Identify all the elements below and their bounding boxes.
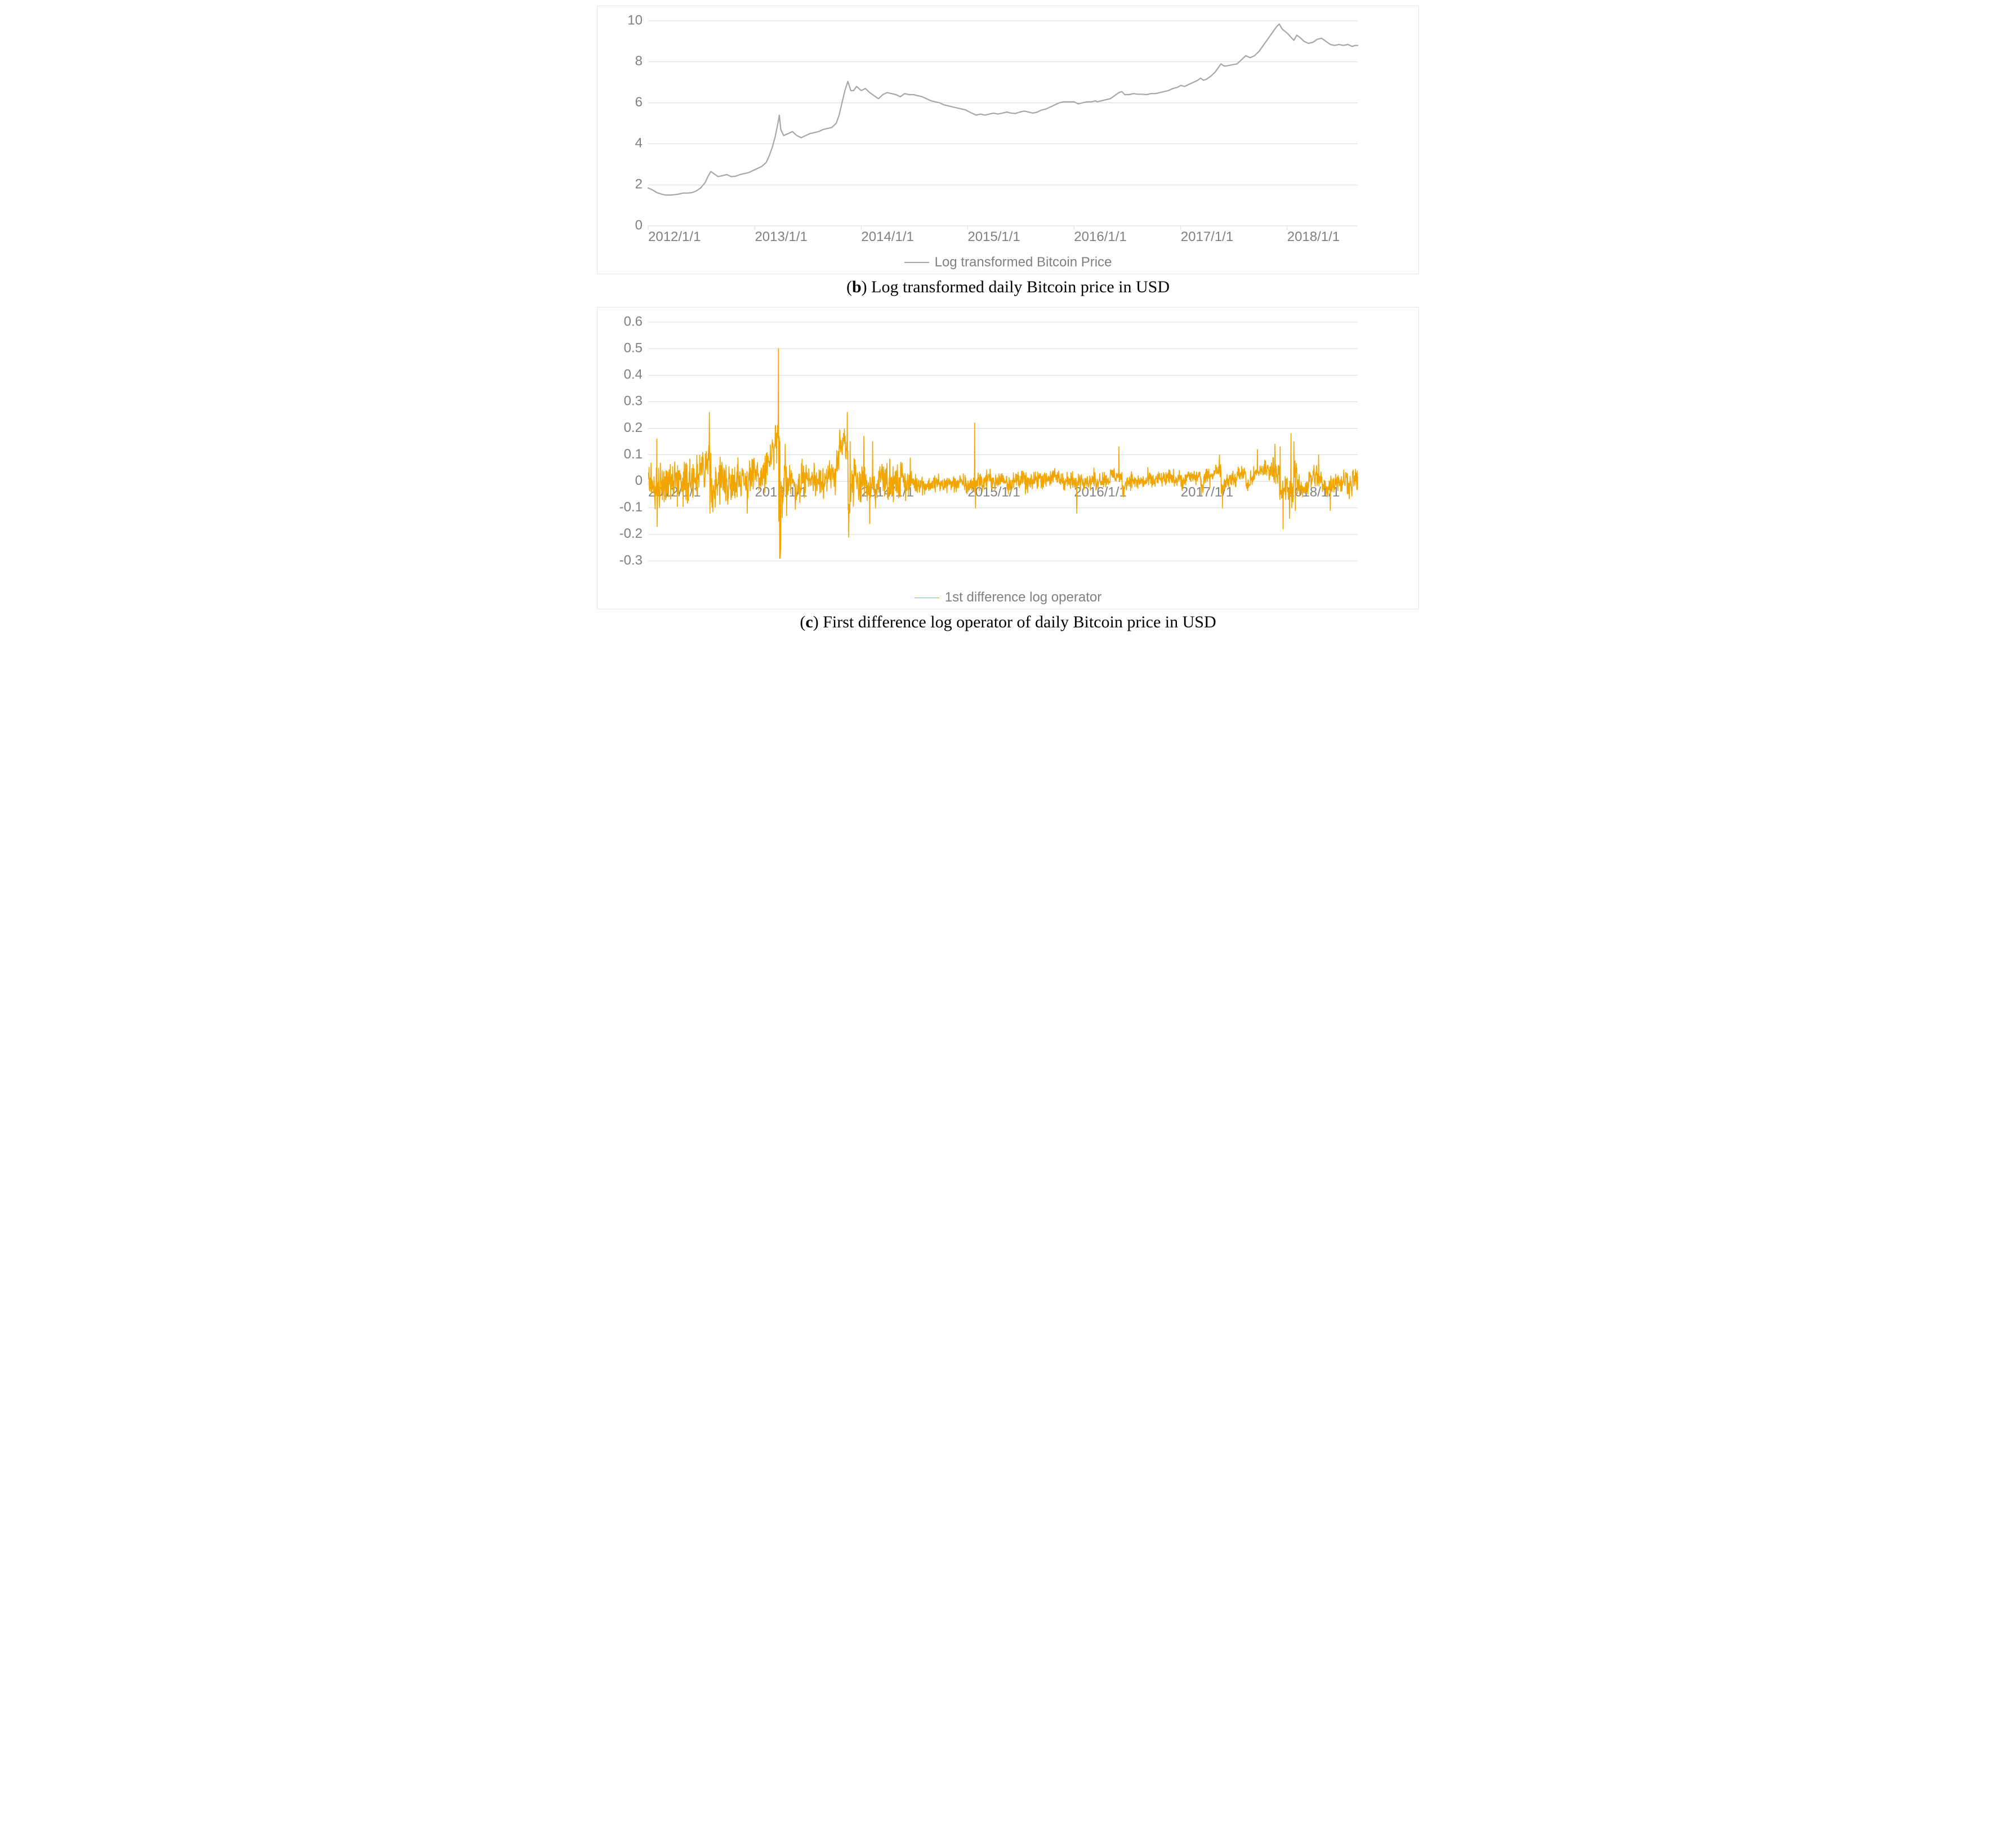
svg-text:2013/1/1: 2013/1/1 [755, 229, 807, 244]
svg-text:-0.3: -0.3 [619, 552, 643, 568]
svg-text:-0.1: -0.1 [619, 500, 643, 515]
svg-text:0.4: 0.4 [624, 367, 643, 382]
svg-text:2016/1/1: 2016/1/1 [1074, 229, 1126, 244]
svg-text:-0.2: -0.2 [619, 526, 643, 541]
svg-text:2016/1/1: 2016/1/1 [1074, 484, 1126, 500]
svg-text:0.3: 0.3 [624, 394, 643, 409]
svg-text:2015/1/1: 2015/1/1 [967, 229, 1020, 244]
svg-text:0: 0 [635, 473, 643, 488]
svg-text:0.5: 0.5 [624, 340, 643, 355]
svg-text:2012/1/1: 2012/1/1 [648, 229, 701, 244]
caption-b-prefix: b [852, 278, 862, 296]
caption-b: (b) Log transformed daily Bitcoin price … [597, 278, 1419, 297]
caption-c-prefix: c [805, 613, 813, 631]
chart-diff-log-svg: -0.3-0.2-0.100.10.20.30.40.50.62012/1/12… [603, 313, 1369, 583]
chart-log-price: 0 2 4 6 8 10 2012/1/1 2013/1/1 2014/1/1 2015/1/1 2… [597, 6, 1419, 274]
caption-c: (c) First difference log operator of dai… [597, 613, 1419, 632]
chart-diff-log-legend: 1st difference log operator [603, 590, 1413, 605]
svg-text:0.1: 0.1 [624, 447, 643, 462]
svg-text:2014/1/1: 2014/1/1 [861, 229, 913, 244]
page: 0 2 4 6 8 10 2012/1/1 2013/1/1 2014/1/1 2015/1/1 2… [597, 0, 1419, 653]
svg-text:0.2: 0.2 [624, 420, 643, 435]
svg-text:6: 6 [635, 95, 643, 110]
chart-log-price-legend: Log transformed Bitcoin Price [603, 255, 1413, 270]
svg-text:0: 0 [635, 217, 643, 233]
legend-label: 1st difference log operator [945, 590, 1101, 605]
svg-text:2: 2 [635, 177, 643, 192]
chart-log-price-svg: 0 2 4 6 8 10 2012/1/1 2013/1/1 2014/1/1 2015/1/1 2… [603, 12, 1369, 248]
legend-line-swatch [904, 262, 929, 263]
svg-text:4: 4 [635, 136, 643, 151]
svg-text:2018/1/1: 2018/1/1 [1287, 229, 1340, 244]
chart-diff-log: -0.3-0.2-0.100.10.20.30.40.50.62012/1/12… [597, 307, 1419, 609]
svg-text:8: 8 [635, 54, 643, 69]
svg-text:0.6: 0.6 [624, 314, 643, 329]
legend-label: Log transformed Bitcoin Price [935, 255, 1112, 270]
svg-text:2017/1/1: 2017/1/1 [1181, 229, 1233, 244]
caption-b-text: Log transformed daily Bitcoin price in U… [871, 278, 1170, 296]
svg-text:10: 10 [627, 12, 643, 28]
caption-c-text: First difference log operator of daily B… [823, 613, 1216, 631]
